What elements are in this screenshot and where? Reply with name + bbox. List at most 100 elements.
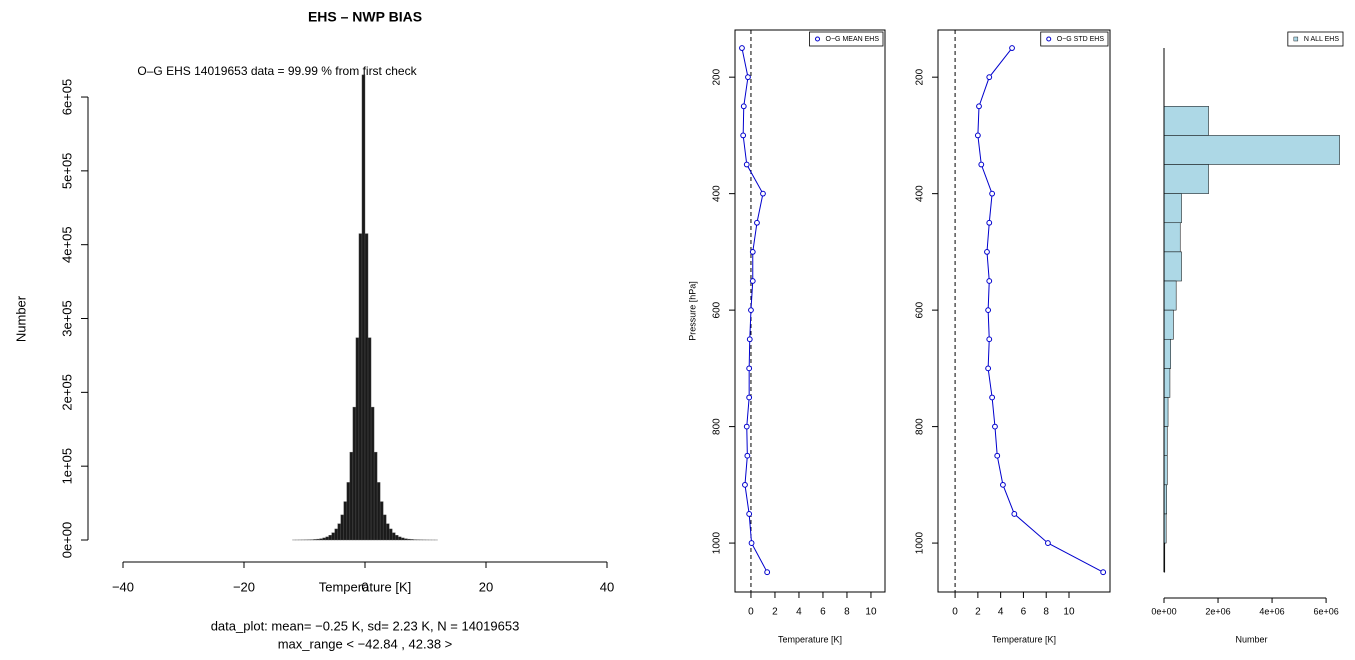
histogram-bar [379, 501, 384, 541]
y-tick-label: 1e+05 [59, 448, 74, 485]
profile-point [739, 45, 745, 51]
y-tick-label: 5e+05 [59, 153, 74, 190]
profile-point [976, 103, 982, 110]
profile-point [986, 219, 993, 226]
x-tick-label: 6 [820, 607, 826, 618]
histogram-bar [334, 528, 338, 541]
histogram-bar [1163, 368, 1171, 398]
profile-point [986, 336, 993, 343]
profile-point [746, 336, 753, 343]
histogram-bar [322, 537, 326, 541]
histogram-bar [328, 535, 332, 541]
y-tick-label: 6e+05 [59, 79, 74, 116]
x-tick-label: 0 [952, 607, 958, 618]
caption: max_range < −42.84 , 42.38 > [278, 636, 453, 651]
y-tick-label: 3e+05 [59, 300, 74, 337]
x-tick-label: 40 [600, 579, 614, 594]
y-tick-label: 400 [712, 185, 723, 202]
x-tick-label: 6 [1021, 607, 1027, 618]
x-axis-label: Temperature [K] [992, 634, 1056, 644]
histogram-bar [410, 539, 414, 541]
histogram-bar [352, 406, 357, 541]
profile-point [984, 248, 990, 255]
histogram-bar [349, 451, 354, 541]
profile-point [985, 307, 992, 314]
y-tick-label: 200 [915, 68, 926, 85]
histogram-bar [367, 337, 372, 541]
profile-line [741, 47, 768, 573]
histogram-bar [392, 532, 396, 541]
x-tick-label: 8 [844, 607, 850, 618]
histogram-bar [395, 535, 399, 541]
legend-symbol [1293, 36, 1299, 42]
y-tick-label: 1000 [915, 532, 926, 555]
legend-box [1287, 31, 1344, 47]
annotation: O–G EHS 14019653 data = 99.99 % from fir… [137, 64, 417, 78]
histogram-bar [1163, 222, 1181, 253]
histogram-bar [1163, 193, 1182, 224]
histogram-bar [1163, 309, 1174, 340]
x-tick-label: 4e+06 [1259, 606, 1284, 616]
histogram-bar [389, 528, 393, 541]
histogram-bar [337, 523, 341, 541]
legend-symbol [815, 36, 821, 42]
histogram-bar [404, 538, 408, 541]
profile-line [977, 47, 1104, 573]
profile-point [745, 74, 751, 81]
legend-box [1040, 31, 1109, 47]
profile-point [974, 132, 981, 139]
profile-point [985, 365, 992, 372]
y-tick-label: 4e+05 [59, 226, 74, 263]
histogram-bar [382, 514, 387, 541]
profile-point [1000, 481, 1006, 488]
profile-point [1009, 45, 1015, 51]
histogram-bar [1163, 397, 1169, 427]
plot-box [734, 29, 886, 593]
profile-point [1100, 569, 1107, 576]
histogram-bar [331, 532, 335, 541]
profile-point [1011, 511, 1018, 517]
chart-title: EHS – NWP BIAS [308, 9, 422, 25]
x-tick-label: 2e+06 [1205, 606, 1230, 616]
profile-point [749, 248, 756, 255]
y-tick-label: 800 [712, 418, 723, 435]
histogram-bar [343, 501, 348, 541]
profile-point [986, 278, 993, 284]
histogram-bar [361, 74, 366, 541]
x-tick-label: 4 [998, 607, 1004, 618]
profile-point [743, 423, 750, 430]
profile-point [743, 161, 750, 168]
x-axis-label: Number [1235, 634, 1267, 644]
profile-point [740, 132, 747, 139]
histogram-bar [1163, 251, 1182, 282]
profile-point [989, 190, 996, 197]
y-axis-label: Pressure [hPa] [687, 281, 697, 341]
histogram-bar [325, 536, 329, 541]
profile-point [740, 103, 747, 110]
histogram-bar [401, 537, 405, 541]
x-axis-label: Temperature [K] [778, 634, 842, 644]
histogram-bar [319, 538, 323, 541]
histogram-bar [364, 233, 369, 541]
histogram-bar [340, 514, 345, 541]
y-tick-label: 0e+00 [59, 522, 74, 559]
x-tick-label: −40 [112, 579, 134, 594]
x-tick-label: 0 [748, 607, 754, 618]
profile-point [746, 394, 753, 401]
profile-point [748, 540, 755, 546]
histogram-bar [1163, 135, 1340, 165]
profile-point [749, 278, 756, 284]
y-tick-label: 800 [915, 418, 926, 435]
histogram-bar [1163, 164, 1209, 194]
legend-symbol [1046, 36, 1052, 42]
profile-point [746, 365, 753, 372]
y-tick-label: 400 [915, 185, 926, 202]
histogram-bar [355, 337, 360, 541]
y-tick-label: 1000 [712, 532, 723, 555]
histogram-bar [385, 523, 390, 541]
histogram-bar [407, 538, 411, 541]
y-tick-label: 2e+05 [59, 374, 74, 411]
x-tick-label: 0e+00 [1151, 606, 1176, 616]
profile-point [1045, 540, 1051, 546]
